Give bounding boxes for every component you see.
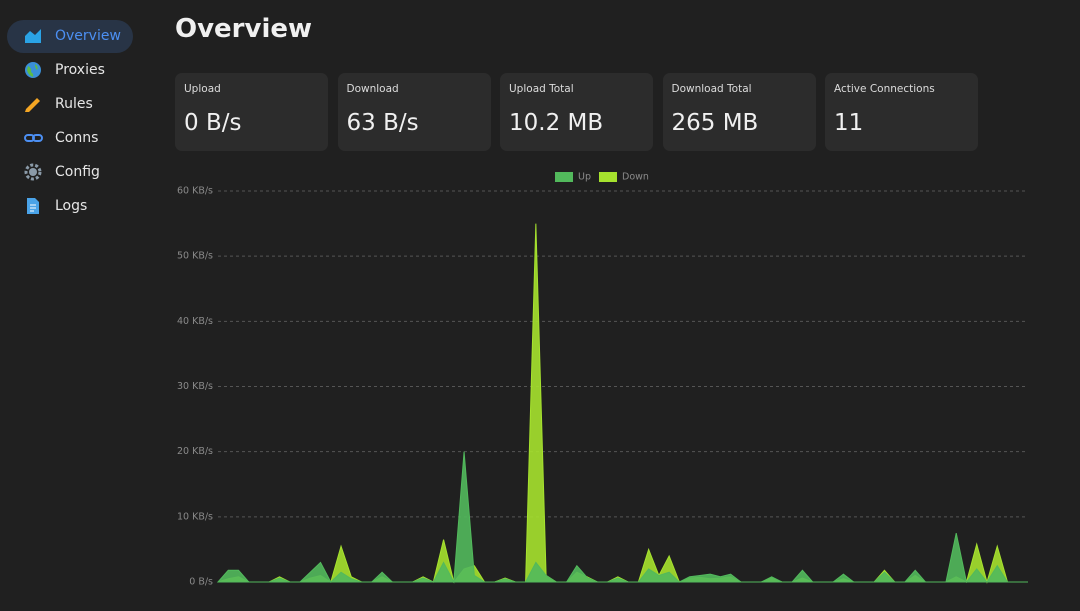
y-tick-label: 10 KB/s bbox=[177, 511, 213, 522]
card-value: 63 B/s bbox=[346, 110, 419, 136]
card-label: Download bbox=[346, 83, 399, 95]
nav-item[interactable]: Conns bbox=[7, 122, 133, 155]
card-label: Download Total bbox=[671, 83, 752, 95]
icon bbox=[24, 134, 43, 142]
y-tick-label: 60 KB/s bbox=[177, 186, 213, 197]
y-tick-label: 40 KB/s bbox=[177, 316, 213, 327]
icon bbox=[27, 198, 39, 214]
legend-label: Down bbox=[622, 172, 649, 183]
stat-card: Upload Total 10.2 MB bbox=[500, 73, 653, 151]
card-value: 11 bbox=[834, 110, 864, 136]
stat-card: Download 63 B/s bbox=[337, 73, 491, 151]
nav-item[interactable]: Overview bbox=[7, 20, 133, 53]
area-1 bbox=[217, 223, 1028, 584]
y-tick-label: 0 B/s bbox=[189, 577, 213, 588]
card-label: Active Connections bbox=[834, 83, 935, 95]
legend-swatch bbox=[555, 172, 573, 182]
nav-label[interactable]: Logs bbox=[55, 198, 88, 214]
stat-card: Active Connections 11 bbox=[825, 73, 978, 151]
nav-label[interactable]: Rules bbox=[55, 96, 93, 112]
card-value: 0 B/s bbox=[184, 110, 242, 136]
card-label: Upload Total bbox=[509, 83, 574, 95]
stat-card: Download Total 265 MB bbox=[662, 73, 816, 151]
stat-card: Upload 0 B/s bbox=[175, 73, 328, 151]
icon bbox=[25, 29, 41, 43]
card-label: Upload bbox=[184, 83, 221, 95]
area-0 bbox=[216, 451, 1028, 584]
icon bbox=[25, 62, 41, 78]
nav-label[interactable]: Overview bbox=[55, 28, 121, 44]
card-value: 265 MB bbox=[671, 110, 759, 136]
nav-item[interactable]: Rules bbox=[7, 88, 133, 121]
page-title: Overview bbox=[175, 14, 313, 44]
y-tick-label: 30 KB/s bbox=[177, 381, 213, 392]
legend-swatch bbox=[599, 172, 617, 182]
icon bbox=[25, 98, 40, 112]
card-value: 10.2 MB bbox=[509, 110, 604, 136]
y-tick-label: 20 KB/s bbox=[177, 446, 213, 457]
nav-label[interactable]: Conns bbox=[55, 130, 99, 146]
icon bbox=[24, 163, 42, 181]
nav-label[interactable]: Proxies bbox=[55, 62, 105, 78]
nav-item[interactable]: Config bbox=[7, 156, 133, 189]
nav-label[interactable]: Config bbox=[55, 164, 100, 180]
y-tick-label: 50 KB/s bbox=[177, 251, 213, 262]
legend-label: Up bbox=[578, 172, 591, 183]
nav-item[interactable]: Proxies bbox=[7, 54, 133, 87]
nav-item[interactable]: Logs bbox=[7, 190, 133, 223]
chart: 0 B/s 10 KB/s 20 KB/s 30 KB/s 40 KB/s 50 KB/s… bbox=[177, 172, 1028, 588]
